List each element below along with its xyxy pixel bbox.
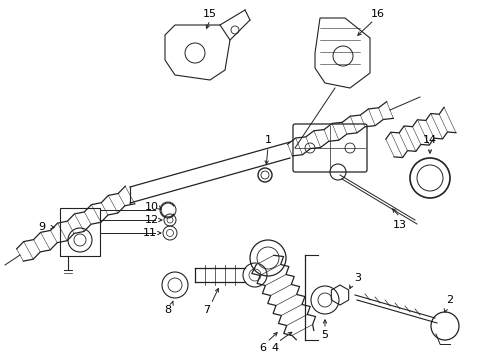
Text: 2: 2 — [446, 295, 453, 305]
Text: 3: 3 — [354, 273, 361, 283]
Text: 13: 13 — [392, 220, 406, 230]
Text: 7: 7 — [203, 305, 210, 315]
Text: 6: 6 — [259, 343, 266, 353]
Text: 5: 5 — [321, 330, 328, 340]
Text: 16: 16 — [370, 9, 384, 19]
Text: 8: 8 — [164, 305, 171, 315]
Text: 10: 10 — [145, 202, 159, 212]
Text: 1: 1 — [264, 135, 271, 145]
Text: 11: 11 — [142, 228, 157, 238]
Bar — [60, 208, 100, 256]
Text: 12: 12 — [144, 215, 159, 225]
Text: 9: 9 — [39, 222, 45, 232]
Text: 14: 14 — [422, 135, 436, 145]
Text: 15: 15 — [203, 9, 217, 19]
Text: 4: 4 — [271, 343, 278, 353]
